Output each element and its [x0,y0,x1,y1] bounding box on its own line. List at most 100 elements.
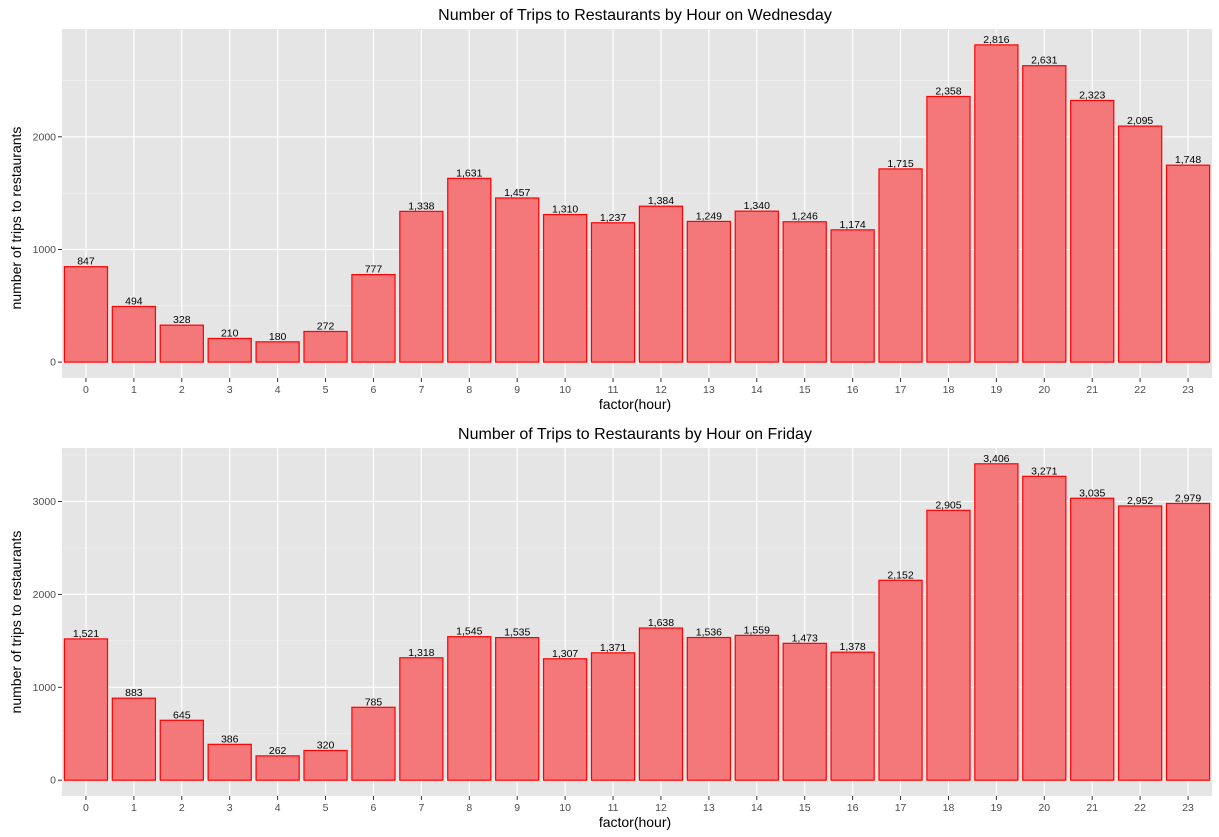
bar-hour-2 [159,719,204,781]
bar-hour-3 [207,743,252,781]
bar-hour-16 [830,651,875,781]
data-label: 328 [173,314,191,326]
data-label: 1,310 [552,204,578,216]
x-tick-label: 7 [418,384,424,396]
data-label: 1,307 [552,648,578,660]
y-tick-label: 3000 [33,496,57,508]
bar-hour-23 [1165,164,1211,363]
bar-hour-2 [159,324,204,363]
x-tick-label: 22 [1134,802,1146,814]
x-tick-label: 2 [179,384,185,396]
minor-gridlines [62,80,1212,307]
x-tick-label: 4 [275,384,281,396]
plot-panel [62,29,1212,378]
x-tick-label: 1 [131,384,137,396]
data-label: 2,358 [935,85,961,97]
x-tick-label: 17 [895,802,907,814]
bar-hour-10 [542,658,588,781]
bar-hour-17 [878,168,923,363]
data-label: 1,748 [1175,154,1201,166]
x-axis-ticks: 0 1 2 3 4 5 6 7 8 9 10 11 12 13 14 15 16 17 18 19 20 21 22 23 [83,796,1194,814]
x-tick-label: 11 [608,802,619,814]
bar-hour-9 [495,637,540,781]
bar-hour-14 [734,634,779,781]
bar-hour-1 [111,697,157,781]
data-label: 2,631 [1031,55,1057,67]
bar-hour-13 [686,636,732,781]
x-tick-label: 21 [1086,384,1098,396]
data-label: 3,271 [1031,465,1057,477]
bar-hour-21 [1070,497,1115,781]
bar-hour-4 [255,755,300,781]
bar-hour-7 [399,210,444,363]
data-label: 1,715 [887,158,913,170]
bar-hour-20 [1022,475,1067,781]
y-tick-label: 1000 [33,244,57,256]
x-tick-label: 17 [895,384,907,396]
bar-hour-4 [255,341,300,363]
x-tick-label: 22 [1134,384,1146,396]
data-labels: 1,521 883 645 386 262 320 785 1,318 1,545 1,535 1,… [73,453,1202,757]
x-tick-label: 12 [655,802,667,814]
x-tick-label: 3 [227,802,233,814]
data-label: 785 [365,696,383,708]
bar-hour-19 [974,44,1019,363]
x-tick-label: 11 [608,384,619,396]
bar-hour-12 [638,205,684,363]
y-axis-ticks: 0 1000 2000 3000 [33,496,62,787]
data-label: 1,559 [744,624,770,636]
x-tick-label: 23 [1182,384,1194,396]
data-label: 847 [77,256,95,268]
data-label: 1,521 [73,628,99,640]
y-tick-label: 1000 [33,682,57,694]
bar-hour-16 [830,229,875,363]
wednesday-chart: Number of Trips to Restaurants by Hour o… [8,7,1212,412]
plot-panel [62,448,1212,796]
data-label: 1,246 [792,211,818,223]
x-tick-label: 18 [943,802,955,814]
data-label: 386 [221,733,239,745]
bar-hour-11 [590,222,636,363]
data-label: 210 [221,327,239,339]
y-axis-title: number of trips to restaurants [8,531,24,714]
data-label: 2,095 [1127,115,1153,127]
bar-hour-23 [1165,502,1211,781]
x-tick-label: 23 [1182,802,1194,814]
friday-chart: Number of Trips to Restaurants by Hour o… [8,426,1212,830]
data-label: 1,378 [839,641,865,653]
x-tick-label: 15 [799,802,811,814]
data-label: 1,174 [839,219,865,231]
data-label: 3,035 [1079,487,1105,499]
bar-hour-15 [782,221,827,363]
bar-hour-12 [638,627,684,781]
bar-hour-13 [686,220,732,363]
data-label: 1,457 [504,187,530,199]
data-label: 180 [269,331,287,343]
bar-hour-8 [447,177,492,363]
data-label: 645 [173,709,191,721]
x-tick-label: 6 [371,802,377,814]
data-label: 777 [365,264,383,276]
x-tick-label: 7 [418,802,424,814]
data-label: 1,340 [744,200,770,212]
y-tick-label: 0 [50,775,56,787]
x-tick-label: 5 [323,802,329,814]
x-tick-label: 13 [703,384,715,396]
data-label: 320 [317,739,335,751]
data-label: 1,536 [696,627,722,639]
bar-hour-22 [1117,125,1163,363]
y-tick-label: 2000 [33,131,57,143]
x-tick-label: 13 [703,802,715,814]
data-label: 883 [125,687,143,699]
x-tick-label: 21 [1086,802,1098,814]
data-label: 2,323 [1079,89,1105,101]
bar-hour-20 [1022,65,1067,363]
x-tick-label: 0 [83,802,89,814]
bar-hour-5 [303,749,348,781]
data-label: 262 [269,745,287,757]
x-tick-label: 8 [466,384,472,396]
data-label: 2,152 [887,569,913,581]
x-tick-label: 15 [799,384,811,396]
bar-hour-10 [542,213,588,363]
